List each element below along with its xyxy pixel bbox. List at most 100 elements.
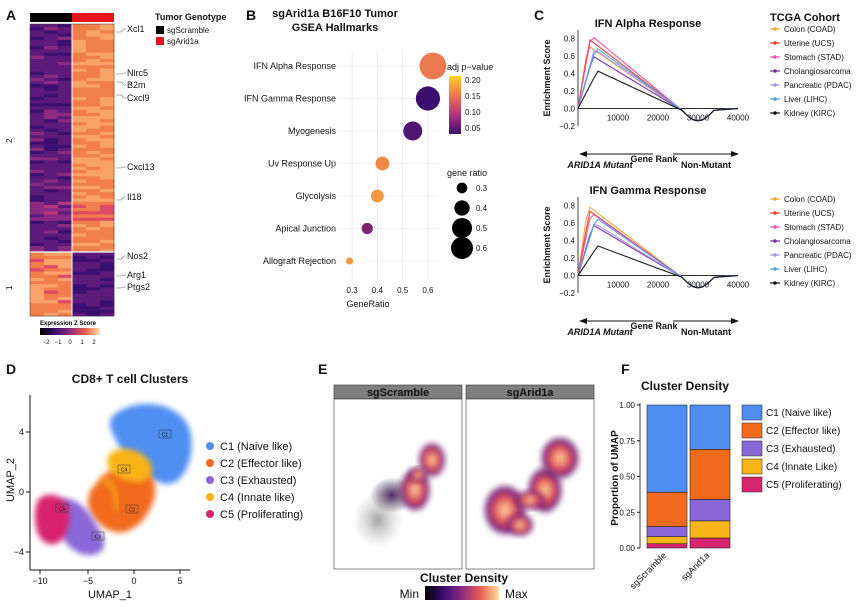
heatmap-cell: [86, 103, 101, 107]
heatmap-cell: [100, 138, 115, 142]
stacked-bar-legend: C1 (Naive like) C2 (Effector like) C3 (Exh…: [741, 404, 842, 493]
heatmap-cell: [58, 87, 73, 91]
heatmap-cell: [30, 131, 45, 136]
heatmap-cell: [44, 135, 59, 139]
heatmap-cell: [44, 138, 59, 142]
umap-cluster-c4: [107, 448, 153, 482]
heatmap-cell: [58, 271, 73, 276]
heatmap-cell: [100, 52, 115, 57]
heatmap-cell: [44, 141, 59, 145]
heatmap-cell: [100, 284, 115, 288]
panel-e: E sgScramble sgArid1a Cluster Density Mi…: [318, 361, 595, 601]
heatmap-cell: [100, 97, 115, 101]
heatmap-cell: [44, 198, 59, 203]
heatmap-cell: [72, 249, 87, 253]
heatmap-cell: [30, 243, 45, 247]
heatmap-cell: [72, 227, 87, 231]
genotype-bar-sgscramble: [30, 13, 72, 22]
heatmap-cell: [72, 166, 87, 171]
heatmap-cell: [100, 166, 115, 171]
heatmap-cell: [30, 128, 45, 133]
y-tick-label: 0.25: [619, 508, 635, 517]
size-legend-label: 0.5: [476, 224, 488, 233]
heatmap-cell: [30, 214, 45, 218]
umap-legend-dot: [206, 493, 214, 501]
heatmap-cell: [44, 87, 59, 91]
enrichment-curve: [577, 245, 739, 289]
heatmap-cell: [86, 150, 101, 155]
stacked-bar-segment: [689, 449, 731, 500]
heatmap-cell: [58, 179, 73, 183]
heatmap-cell: [86, 230, 101, 234]
heatmap-cell: [44, 43, 59, 47]
heatmap-cell: [58, 128, 73, 133]
heatmap-cell: [100, 27, 115, 31]
heatmap-cell: [100, 157, 115, 161]
heatmap-cell: [86, 68, 101, 72]
heatmap-cell: [72, 119, 87, 123]
heatmap-cell: [86, 208, 101, 212]
heatmap-cell: [58, 208, 73, 212]
cohort-legend-marker: [773, 83, 777, 87]
heatmap-cell: [86, 65, 101, 69]
heatmap: [29, 23, 115, 317]
gsea-xlabel: GeneRatio: [346, 299, 389, 309]
mutant-label: ARID1A Mutant: [566, 327, 633, 337]
gene-leader-line: [116, 94, 126, 99]
panel-c: C TCGA Cohort IFN Alpha Response 0.8 0.6 0.…: [534, 7, 852, 337]
heatmap-cell: [72, 46, 87, 50]
x-tick-label: 20000: [647, 281, 670, 290]
enrichment-ylabel: Enrichment Score: [542, 206, 552, 283]
heatmap-cell: [72, 27, 87, 31]
heatmap-cell: [58, 306, 73, 310]
density-colorbar-title: Cluster Density: [420, 571, 508, 585]
cohort-legend-marker: [773, 69, 777, 73]
heatmap-cell: [58, 100, 73, 104]
heatmap-cell: [30, 284, 45, 288]
heatmap-cell: [100, 182, 115, 187]
heatmap-cell: [58, 58, 73, 63]
heatmap-cell: [44, 233, 59, 237]
y-tick-label: 0.50: [619, 473, 635, 482]
heatmap-cell: [100, 84, 115, 88]
heatmap-cell: [100, 300, 115, 304]
heatmap-cell: [44, 36, 59, 41]
umap-legend-dot: [206, 459, 214, 467]
y-tick-label: −0.2: [559, 289, 575, 298]
heatmap-cell: [100, 252, 115, 256]
heatmap-cell: [44, 271, 59, 276]
heatmap-cell: [30, 306, 45, 310]
heatmap-cell: [86, 36, 101, 41]
heatmap-cell: [100, 46, 115, 50]
heatmap-cell: [86, 243, 101, 247]
heatmap-cell: [72, 239, 87, 244]
y-tick-label: 0.2: [564, 254, 576, 263]
umap-tag-label: C5: [59, 507, 66, 513]
heatmap-cell: [44, 303, 59, 307]
heatmap-cell: [44, 195, 59, 199]
heatmap-cell: [58, 268, 73, 272]
heatmap-cell: [58, 68, 73, 72]
heatmap-cell: [72, 103, 87, 107]
umap-tag-box: [117, 464, 131, 474]
heatmap-cell: [72, 204, 87, 209]
heatmap-cell: [86, 43, 101, 47]
size-legend-dot: [451, 237, 473, 259]
heatmap-cell: [72, 192, 87, 196]
heatmap-cell: [100, 24, 115, 28]
heatmap-cell: [30, 144, 45, 149]
heatmap-cell: [86, 211, 101, 215]
heatmap-cell: [100, 65, 115, 69]
umap-cluster-c4-trail: [98, 475, 120, 511]
heatmap-cell: [30, 217, 45, 222]
heatmap-cell: [72, 208, 87, 212]
stacked-legend-swatch: [741, 404, 763, 421]
heatmap-cell: [58, 198, 73, 203]
heatmap-cell: [58, 166, 73, 171]
heatmap-cell: [100, 147, 115, 152]
x-tick-label: 10000: [607, 281, 630, 290]
heatmap-cell: [30, 106, 45, 110]
gene-ratio-legend-title: gene ratio: [447, 168, 487, 178]
heatmap-cell: [58, 249, 73, 253]
heatmap-cell: [30, 49, 45, 53]
